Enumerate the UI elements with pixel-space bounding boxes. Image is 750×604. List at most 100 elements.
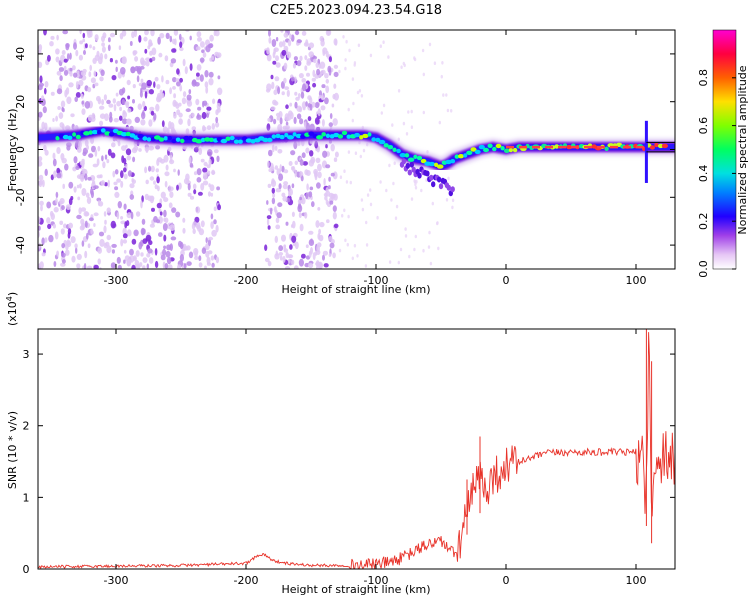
noise-cell (93, 212, 99, 217)
noise-cell (104, 219, 107, 225)
noise-cell (140, 227, 146, 236)
noise-cell (294, 169, 297, 178)
hotspot-cell (487, 143, 493, 148)
noise-cell (274, 76, 280, 82)
noise-cell (101, 35, 105, 42)
noise-cell (299, 118, 304, 125)
noise-cell (112, 170, 116, 178)
noise-cell (55, 56, 60, 63)
noise-cell (307, 116, 312, 122)
hotspot-cell (183, 135, 190, 141)
hotspot-cell (266, 137, 273, 143)
noise-cell (310, 247, 313, 255)
noise-cell (182, 227, 186, 234)
noise-cell (149, 50, 153, 56)
noise-cell (126, 212, 132, 219)
noise-cell (129, 183, 135, 189)
noise-cell (353, 243, 357, 248)
noise-cell (162, 223, 168, 231)
noise-cell (210, 192, 214, 197)
noise-cell (309, 103, 313, 111)
noise-cell (55, 197, 58, 205)
noise-cell (142, 265, 146, 269)
noise-cell (140, 252, 144, 257)
noise-cell (106, 245, 112, 254)
noise-cell (141, 111, 146, 120)
noise-cell (122, 239, 128, 244)
noise-cell (82, 32, 86, 39)
noise-cell (150, 110, 155, 116)
noise-cell (97, 200, 101, 207)
noise-cell (150, 30, 155, 37)
noise-cell (302, 161, 308, 166)
noise-cell (179, 33, 182, 41)
hotspot-cell (354, 132, 360, 138)
noise-cell (297, 198, 303, 204)
noise-cell (202, 180, 209, 186)
noise-cell (268, 37, 272, 44)
noise-cell (76, 184, 80, 189)
noise-cell (291, 211, 295, 217)
noise-cell (276, 116, 280, 121)
noise-cell (296, 60, 302, 67)
noise-cell (93, 223, 96, 227)
noise-cell (120, 67, 126, 75)
noise-cell (171, 48, 177, 53)
noise-cell (171, 207, 177, 213)
noise-cell (68, 181, 74, 189)
noise-cell (59, 200, 63, 205)
noise-cell (103, 242, 108, 249)
noise-cell (376, 215, 379, 220)
noise-cell (173, 101, 179, 106)
noise-cell (38, 44, 43, 52)
tail-cell (417, 172, 422, 179)
noise-cell (164, 171, 170, 177)
hotspot-cell (97, 130, 102, 135)
noise-cell (422, 72, 425, 77)
noise-cell (80, 207, 87, 212)
noise-cell (87, 176, 92, 181)
noise-cell (140, 78, 144, 84)
noise-cell (319, 221, 325, 228)
noise-cell (393, 161, 396, 165)
noise-cell (194, 216, 200, 223)
hotspot-cell (120, 132, 128, 137)
noise-cell (149, 176, 155, 181)
noise-cell (305, 101, 308, 107)
colorbar-ticks: 0.0 0.2 0.4 0.6 0.8 (697, 69, 736, 278)
noise-cell (173, 30, 179, 36)
noise-cell (176, 184, 179, 191)
noise-cell (274, 145, 278, 151)
noise-cell (175, 211, 181, 218)
noise-cell (169, 35, 173, 43)
noise-cell (309, 150, 314, 157)
noise-cell (61, 205, 65, 211)
noise-cell (38, 225, 41, 231)
noise-cell (197, 37, 202, 42)
noise-cell (52, 152, 56, 160)
noise-cell (122, 233, 128, 239)
hotspot-cell (404, 153, 410, 158)
noise-cell (99, 174, 103, 179)
noise-cell (147, 248, 153, 254)
noise-cell (125, 148, 132, 156)
noise-cell (178, 182, 182, 190)
noise-cell (131, 179, 136, 185)
noise-cell (284, 86, 290, 90)
snr-x-ticks: -300 -200 -100 0 100 (104, 329, 647, 587)
noise-cell (308, 191, 313, 198)
hotspot-cell (108, 132, 115, 137)
noise-cell (39, 75, 43, 83)
chart-title: C2E5.2023.094.23.54.G18 (270, 3, 442, 18)
y-tick-label: 1 (23, 491, 30, 504)
noise-cell (120, 170, 124, 179)
noise-cell (131, 238, 137, 245)
noise-cell (122, 227, 127, 236)
noise-cell (188, 156, 192, 164)
noise-cell (81, 240, 85, 247)
noise-cell (156, 176, 160, 184)
noise-cell (68, 222, 73, 229)
snr-y-multiplier: (x104) (5, 292, 19, 326)
noise-cell (414, 234, 417, 239)
noise-cell (281, 91, 285, 96)
